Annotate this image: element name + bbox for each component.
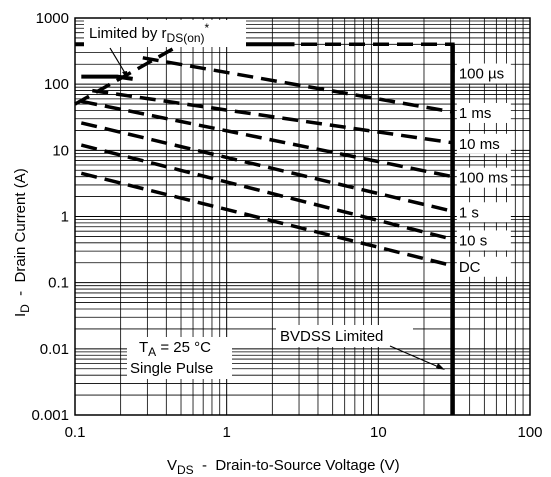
conditions-line1: TA = 25 °C	[139, 339, 211, 359]
series-line	[142, 56, 454, 114]
curve-label-bg	[456, 102, 511, 123]
tick-labels: 0.1 1 10 100 1000 100 10 1 0.1 0.01 0.001	[31, 10, 542, 441]
rds-on-limit-line	[74, 42, 182, 106]
y-tick-label: 100	[44, 76, 69, 93]
series-line	[92, 88, 454, 145]
y-tick-label: 1	[61, 209, 69, 226]
curve-label-bg	[456, 230, 511, 251]
y-tick-label: 0.1	[48, 275, 69, 292]
curve-label: 100 ms	[459, 170, 508, 187]
curve-label: 10 ms	[459, 136, 500, 153]
limited-by-label: Limited by rDS(on)*	[89, 21, 210, 45]
bvdss-arrowhead	[436, 363, 445, 370]
x-axis-title: VDS - Drain-to-Source Voltage (V)	[167, 457, 400, 477]
curve-label: DC	[459, 259, 481, 276]
curve-label-bg	[456, 167, 511, 188]
curve-label-bg	[456, 202, 511, 223]
plot-frame	[74, 17, 531, 416]
series-line	[181, 42, 455, 73]
series-line	[80, 121, 454, 214]
x-tick-label: 1	[222, 424, 230, 441]
x-tick-label: 100	[517, 424, 542, 441]
curve-label-bg	[456, 63, 511, 84]
bvdss-box	[276, 325, 413, 347]
curve-label: 100 µs	[459, 66, 504, 83]
x-tick-label: 10	[370, 424, 387, 441]
bvdss-arrow	[389, 345, 442, 369]
y-tick-label: 0.01	[40, 341, 69, 358]
conditions-box	[127, 337, 232, 379]
conditions-line2: Single Pulse	[130, 360, 213, 377]
curve-label-bg	[456, 256, 511, 277]
y-tick-label: 0.001	[31, 407, 69, 424]
limited-by-arrowhead	[122, 71, 128, 80]
curve-labels: 100 µs 1 ms 10 ms 100 ms 1 s 10 s DC	[456, 63, 511, 277]
series-line	[80, 99, 454, 179]
y-tick-label: 1000	[36, 10, 69, 27]
y-tick-label: 10	[52, 142, 69, 159]
pulse-curves	[80, 42, 455, 268]
x-tick-label: 0.1	[65, 424, 86, 441]
series-line	[80, 143, 454, 242]
y-axis-title: ID - Drain Current (A)	[12, 168, 32, 317]
series-line	[80, 171, 454, 268]
curve-label-bg	[456, 133, 511, 154]
curve-label: 1 s	[459, 204, 479, 221]
limited-by-box	[84, 20, 246, 47]
curve-label: 10 s	[459, 232, 487, 249]
bvdss-label: BVDSS Limited	[280, 328, 383, 345]
curve-label: 1 ms	[459, 105, 492, 122]
